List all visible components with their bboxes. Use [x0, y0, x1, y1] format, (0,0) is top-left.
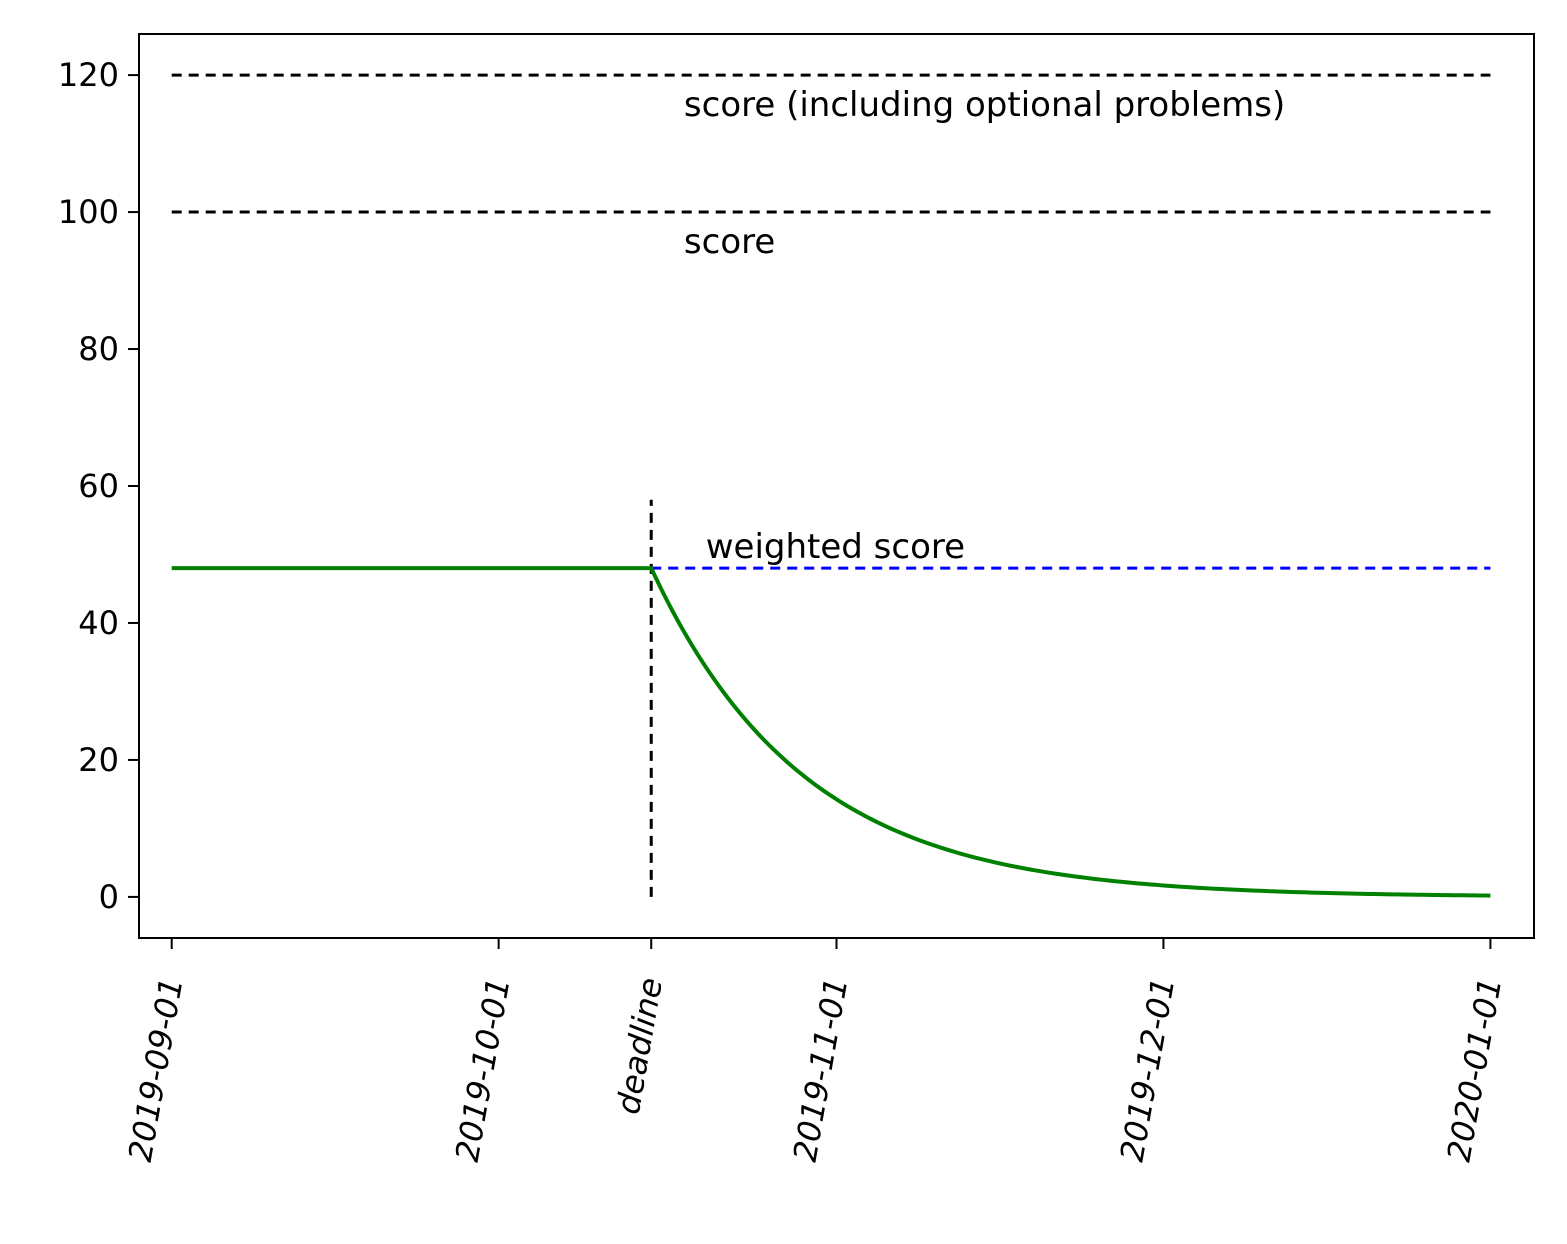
plot-area-background — [139, 34, 1534, 938]
y-tick-label: 100 — [58, 193, 119, 231]
y-tick-label: 80 — [78, 330, 119, 368]
x-tick-label: 2019-12-01 — [1113, 975, 1183, 1165]
weighted-score-curve — [171, 566, 1491, 898]
x-tick-label: 2019-11-01 — [786, 975, 856, 1165]
y-tick-label: 120 — [58, 56, 119, 94]
y-tick-label: 0 — [99, 878, 119, 916]
x-tick-label: 2019-09-01 — [121, 975, 191, 1165]
x-tick-label: 2019-10-01 — [448, 975, 518, 1165]
annotation-layer: score (including optional problems) score… — [684, 85, 1285, 567]
weighted-score-annotation: weighted score — [706, 527, 965, 567]
y-tick-label: 40 — [78, 604, 119, 642]
plot-frame — [138, 33, 1535, 939]
series-layer — [171, 73, 1491, 898]
y-axis: 0 20 40 60 80 100 120 — [58, 56, 139, 916]
x-tick-label: 2020-01-01 — [1440, 975, 1510, 1165]
y-tick-label: 60 — [78, 467, 119, 505]
y-tick-label: 20 — [78, 741, 119, 779]
x-axis: 2019-09-01 2019-10-01 deadline 2019-11-01 20… — [121, 938, 1509, 1165]
score-annotation: score — [684, 222, 775, 262]
x-tick-label-deadline: deadline — [609, 975, 670, 1117]
score-optional-annotation: score (including optional problems) — [684, 85, 1285, 125]
